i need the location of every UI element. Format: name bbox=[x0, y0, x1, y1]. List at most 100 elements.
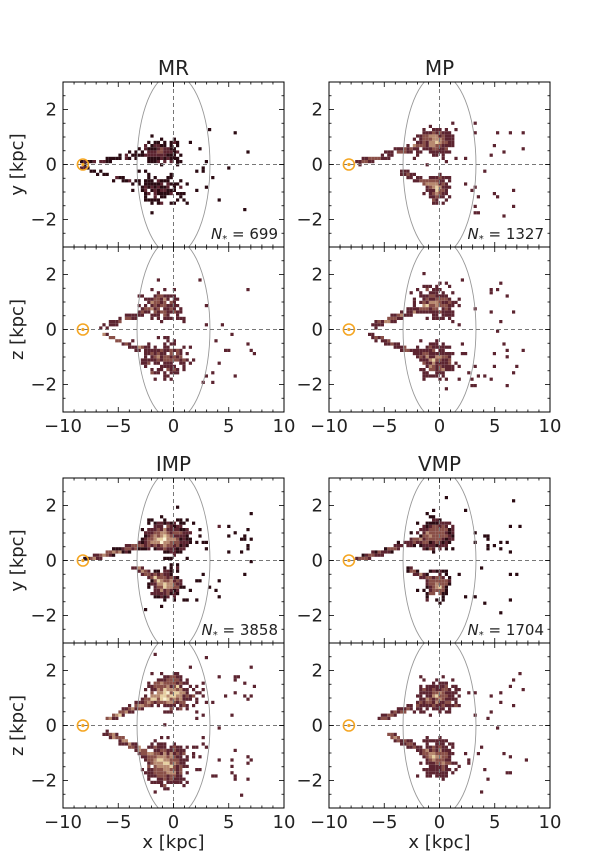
density-cell bbox=[451, 140, 455, 144]
density-cell bbox=[166, 576, 170, 580]
panel-content bbox=[63, 478, 284, 643]
density-cell bbox=[476, 752, 480, 756]
density-cell bbox=[182, 531, 186, 535]
density-cell bbox=[371, 156, 375, 160]
density-cell bbox=[147, 352, 151, 356]
density-cell bbox=[156, 777, 160, 781]
density-cell bbox=[489, 291, 493, 295]
density-cell bbox=[425, 774, 429, 778]
density-cell bbox=[428, 761, 432, 765]
density-cell bbox=[198, 147, 202, 151]
density-cell bbox=[112, 736, 116, 740]
density-cell bbox=[243, 681, 247, 685]
density-cell bbox=[163, 534, 167, 538]
density-cell bbox=[448, 300, 452, 304]
density-cell bbox=[172, 681, 176, 685]
density-cell bbox=[176, 547, 180, 551]
density-cell bbox=[156, 185, 160, 189]
density-cell bbox=[153, 361, 157, 365]
density-cell bbox=[147, 582, 151, 586]
density-cell bbox=[451, 547, 455, 551]
density-cell bbox=[128, 550, 132, 554]
density-cell bbox=[451, 694, 455, 698]
density-cell bbox=[396, 342, 400, 346]
density-cell bbox=[156, 313, 160, 317]
density-cell bbox=[163, 774, 167, 778]
density-cell bbox=[182, 361, 186, 365]
y-tick-label: −2 bbox=[296, 375, 323, 396]
density-cell bbox=[172, 704, 176, 708]
density-cell bbox=[368, 156, 372, 160]
density-cell bbox=[160, 688, 164, 692]
density-cell bbox=[246, 342, 250, 346]
density-cell bbox=[156, 579, 160, 583]
density-cell bbox=[144, 771, 148, 775]
density-cell bbox=[521, 131, 525, 135]
density-cell bbox=[172, 742, 176, 746]
density-cell bbox=[140, 537, 144, 541]
density-cell bbox=[233, 691, 237, 695]
density-cell bbox=[169, 777, 173, 781]
density-cell bbox=[425, 755, 429, 759]
density-cell bbox=[176, 368, 180, 372]
density-cell bbox=[409, 147, 413, 151]
density-cell bbox=[441, 352, 445, 356]
density-cell bbox=[217, 595, 221, 599]
density-cell bbox=[172, 771, 176, 775]
density-cell bbox=[163, 156, 167, 160]
density-cell bbox=[198, 579, 202, 583]
density-cell bbox=[428, 534, 432, 538]
density-cell bbox=[150, 188, 154, 192]
density-cell bbox=[371, 332, 375, 336]
density-cell bbox=[166, 531, 170, 535]
density-cell bbox=[473, 131, 477, 135]
density-cell bbox=[160, 595, 164, 599]
density-cell bbox=[384, 320, 388, 324]
density-cell bbox=[137, 313, 141, 317]
density-cell bbox=[156, 300, 160, 304]
density-cell bbox=[428, 310, 432, 314]
density-cell bbox=[150, 288, 154, 292]
density-cell bbox=[144, 169, 148, 173]
density-cell bbox=[153, 748, 157, 752]
density-cell bbox=[204, 745, 208, 749]
density-cell bbox=[172, 137, 176, 141]
density-cell bbox=[176, 684, 180, 688]
density-cell bbox=[134, 700, 138, 704]
density-cell bbox=[416, 352, 420, 356]
density-cell bbox=[185, 598, 189, 602]
density-cell bbox=[444, 150, 448, 154]
density-cell bbox=[179, 691, 183, 695]
density-cell bbox=[153, 524, 157, 528]
density-cell bbox=[444, 310, 448, 314]
y-tick-label: −2 bbox=[30, 375, 57, 396]
density-cell bbox=[150, 780, 154, 784]
density-cell bbox=[432, 300, 436, 304]
density-cell bbox=[166, 355, 170, 359]
density-cell bbox=[176, 707, 180, 711]
density-cell bbox=[195, 710, 199, 714]
density-cell bbox=[195, 540, 199, 544]
density-cell bbox=[169, 201, 173, 205]
density-cell bbox=[435, 761, 439, 765]
density-cell bbox=[425, 371, 429, 375]
density-cell bbox=[444, 752, 448, 756]
density-cell bbox=[448, 304, 452, 308]
density-cell bbox=[425, 752, 429, 756]
density-cell bbox=[166, 179, 170, 183]
density-cell bbox=[524, 758, 528, 762]
density-cell bbox=[422, 294, 426, 298]
density-cell bbox=[435, 176, 439, 180]
density-cell bbox=[169, 316, 173, 320]
density-cell bbox=[246, 777, 250, 781]
density-cell bbox=[112, 716, 116, 720]
density-cell bbox=[176, 297, 180, 301]
density-cell bbox=[451, 304, 455, 308]
density-cell bbox=[508, 755, 512, 759]
density-cell bbox=[156, 153, 160, 157]
density-cell bbox=[169, 182, 173, 186]
density-cell bbox=[166, 579, 170, 583]
density-cell bbox=[188, 361, 192, 365]
density-cell bbox=[361, 156, 365, 160]
density-cell bbox=[454, 128, 458, 132]
